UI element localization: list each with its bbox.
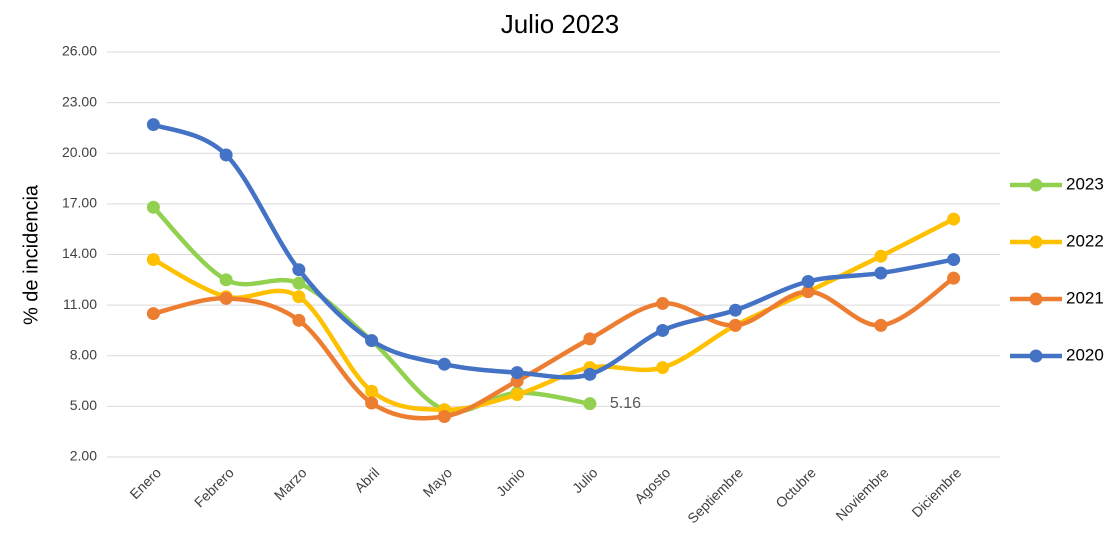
series-line <box>151 216 956 413</box>
data-point <box>874 318 888 332</box>
data-point <box>219 291 233 305</box>
legend-label: 2022 <box>1066 231 1104 250</box>
legend-marker <box>1029 178 1043 192</box>
x-tick-label: Enero <box>126 464 164 502</box>
data-point <box>292 290 306 304</box>
y-tick-label: 2.00 <box>70 448 97 464</box>
data-point <box>292 263 306 277</box>
y-tick-label: 5.00 <box>70 397 97 413</box>
y-tick-label: 17.00 <box>62 195 97 211</box>
x-tick-label: Diciembre <box>908 464 964 520</box>
y-tick-label: 20.00 <box>62 144 97 160</box>
data-point <box>874 249 888 263</box>
data-point <box>146 253 160 267</box>
y-tick-label: 14.00 <box>62 245 97 261</box>
legend-marker <box>1029 349 1043 363</box>
data-point <box>874 266 888 280</box>
series-line <box>151 122 956 380</box>
x-tick-label: Marzo <box>271 464 310 503</box>
data-point <box>292 276 306 290</box>
data-point <box>365 334 379 348</box>
data-point <box>656 323 670 337</box>
data-point <box>510 366 524 380</box>
data-point <box>219 273 233 287</box>
y-tick-label: 26.00 <box>62 43 97 59</box>
data-point <box>146 200 160 214</box>
x-tick-label: Abril <box>351 464 382 495</box>
legend-label: 2021 <box>1066 288 1104 307</box>
data-point <box>656 296 670 310</box>
data-point <box>146 118 160 132</box>
data-point <box>583 332 597 346</box>
data-point <box>947 212 961 226</box>
data-point <box>365 384 379 398</box>
data-point <box>437 410 451 423</box>
data-point <box>728 318 742 332</box>
series-line <box>151 205 593 414</box>
data-point <box>801 285 815 299</box>
x-tick-label: Noviembre <box>832 464 891 523</box>
x-tick-label: Octubre <box>772 464 819 511</box>
data-point <box>947 253 961 267</box>
data-point <box>365 396 379 410</box>
x-tick-label: Febrero <box>191 464 237 510</box>
x-tick-label: Julio <box>569 464 601 496</box>
data-point <box>947 271 961 285</box>
data-point <box>728 303 742 317</box>
x-tick-label: Junio <box>493 464 528 499</box>
data-point <box>583 397 597 411</box>
y-tick-label: 11.00 <box>63 296 97 312</box>
x-tick-label: Mayo <box>420 464 456 500</box>
y-axis-title: % de incidencia <box>20 184 42 325</box>
data-point <box>510 388 524 402</box>
x-tick-label: Septiembre <box>684 464 746 526</box>
legend-label: 2023 <box>1066 174 1104 193</box>
data-point <box>292 313 306 327</box>
data-label: 5.16 <box>610 395 641 412</box>
legend-label: 2020 <box>1066 345 1104 364</box>
y-tick-label: 23.00 <box>62 93 97 109</box>
y-tick-label: 8.00 <box>70 346 97 362</box>
data-point <box>437 357 451 371</box>
data-point <box>583 367 597 381</box>
chart-title: Julio 2023 <box>501 9 620 39</box>
data-point <box>219 148 233 162</box>
data-point <box>656 361 670 375</box>
data-point <box>801 275 815 288</box>
legend-marker <box>1029 235 1043 249</box>
x-tick-label: Agosto <box>631 464 673 506</box>
data-point <box>146 307 160 321</box>
legend-marker <box>1029 292 1043 306</box>
